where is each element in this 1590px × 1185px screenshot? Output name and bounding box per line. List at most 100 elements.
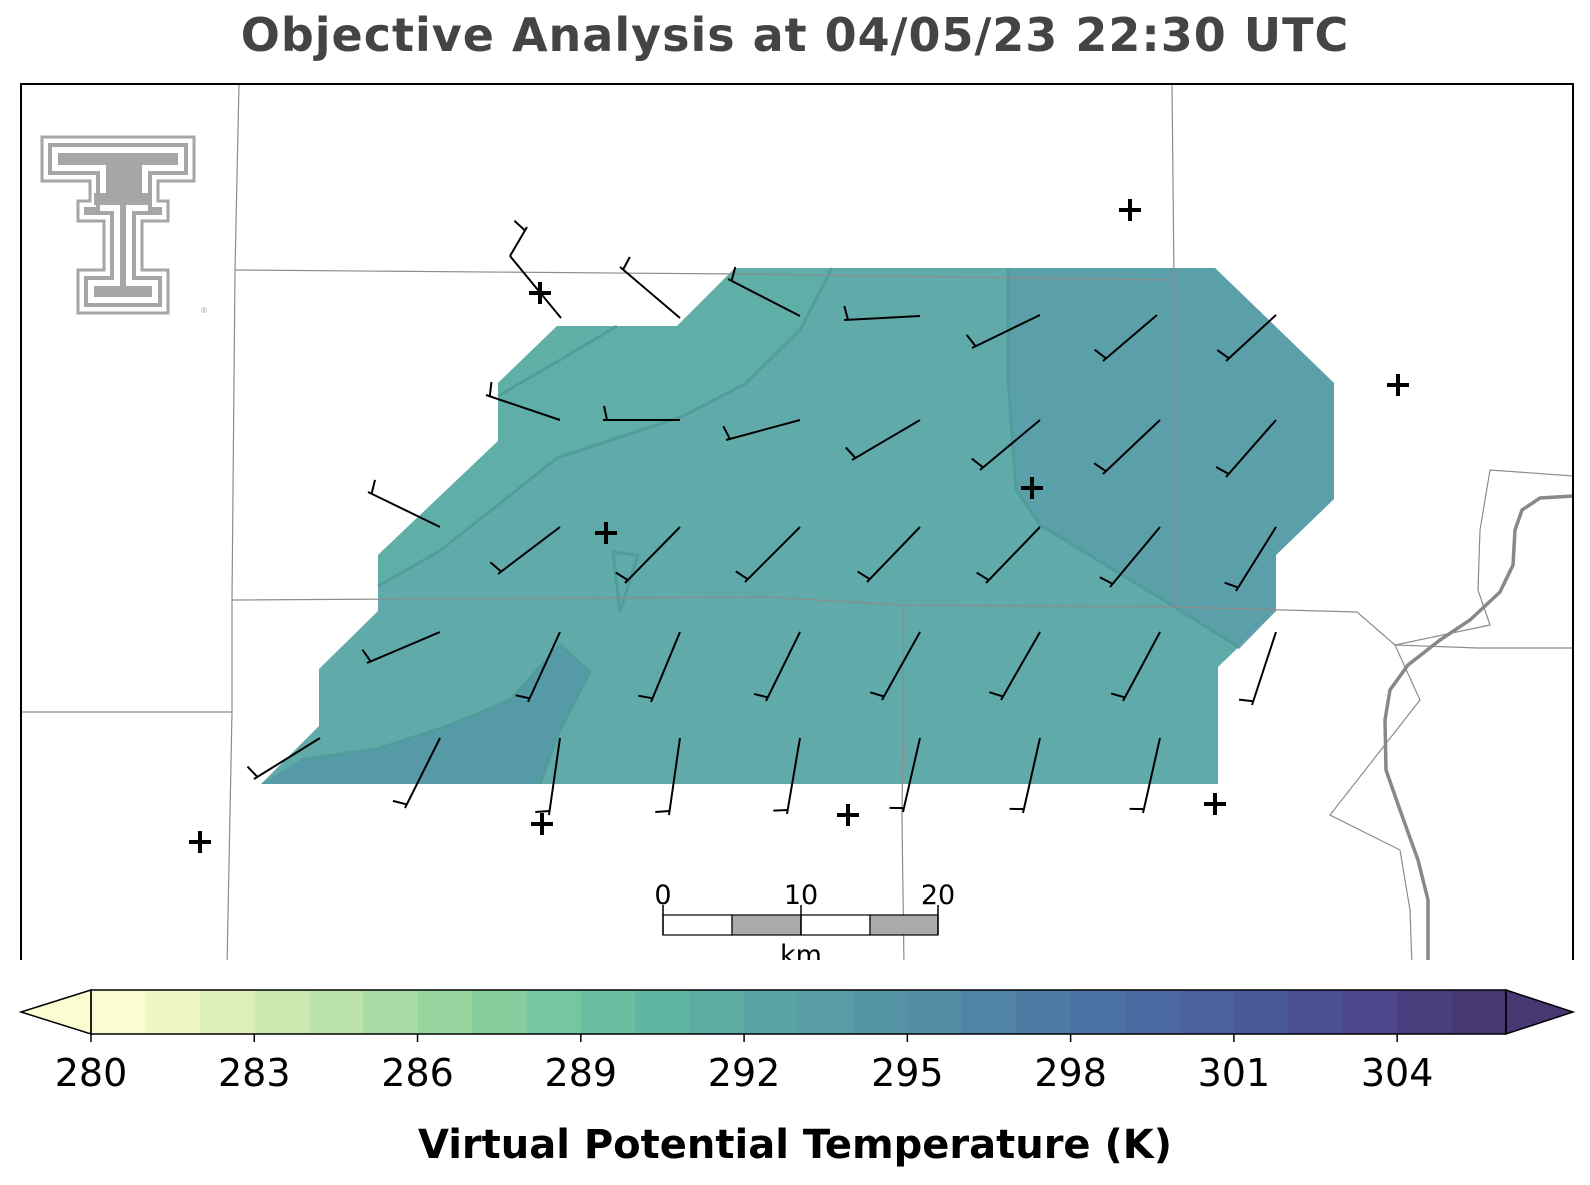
wind-barb-staff: [650, 631, 681, 703]
wind-barb-flag: [655, 810, 670, 814]
wind-barb-flag: [615, 571, 629, 581]
texas-tech-double-t-logo: ®: [40, 135, 208, 315]
colorbar-cell: [363, 990, 419, 1034]
colorbar-cell: [308, 990, 364, 1034]
wind-barb-staff: [744, 526, 801, 583]
wind-barb-staff: [979, 419, 1041, 471]
wind-barb-flag: [843, 305, 849, 321]
colorbar-cell: [1125, 990, 1181, 1034]
svg-text:®: ®: [200, 306, 208, 315]
analysis-field-warm-region: [1008, 268, 1334, 648]
colorbar-tick-label: 289: [545, 1051, 618, 1095]
wind-barb-flag: [392, 799, 408, 806]
colorbar-extend-high: [1505, 988, 1576, 1036]
scale-tick-label: 10: [784, 880, 818, 911]
colorbar-cell: [907, 990, 963, 1034]
wind-barb-staff: [765, 631, 801, 702]
wind-barb-staff: [725, 419, 801, 441]
analysis-field-cool-region-2: [378, 268, 832, 586]
wind-barbs: [246, 220, 1277, 816]
wind-barb-flag: [989, 691, 1004, 698]
wind-barb-flag: [857, 570, 871, 580]
wind-barb-flag: [976, 571, 990, 581]
wind-barb-staff: [1102, 314, 1158, 362]
colorbar-extend-low: [18, 988, 92, 1036]
colorbar-cell: [145, 990, 201, 1034]
wind-barb-staff: [1122, 631, 1161, 702]
scale-unit-label: km: [780, 940, 822, 960]
county-border: [1329, 644, 1421, 960]
colorbar-cell: [852, 990, 908, 1034]
colorbar-tick-label: 292: [708, 1051, 781, 1095]
wind-barb-staff: [866, 526, 921, 583]
wind-barb-staff: [971, 314, 1041, 349]
colorbar-cell: [1070, 990, 1126, 1034]
map-frame: [20, 83, 1574, 960]
wind-barb-staff: [1102, 419, 1161, 475]
county-border: [231, 596, 1175, 608]
contour-line: [299, 642, 592, 785]
colorbar-cell: [417, 990, 473, 1034]
scale-tick-label: 0: [654, 880, 671, 911]
colorbar-cell: [580, 990, 636, 1034]
wind-barb-staff: [253, 737, 321, 780]
wind-barb-staff: [624, 526, 681, 584]
contour-line: [1006, 268, 1241, 650]
colorbar-cell: [199, 990, 255, 1034]
colorbar-cell: [526, 990, 582, 1034]
colorbar-cell: [798, 990, 854, 1034]
county-border: [234, 269, 1173, 281]
wind-barb-staff: [985, 526, 1041, 584]
wind-barb-staff: [497, 526, 561, 575]
wind-barb-staff: [548, 737, 561, 816]
wind-barb-flag: [1215, 466, 1230, 475]
colorbar-tick-label: 280: [55, 1051, 128, 1095]
wind-barb-staff: [1251, 631, 1277, 706]
colorbar-cell: [1451, 990, 1507, 1034]
wind-barb-flag: [845, 446, 857, 459]
wind-barb-staff: [404, 737, 441, 809]
wind-barb-staff: [668, 737, 681, 816]
county-border: [1394, 469, 1573, 646]
colorbar-tick-label: 295: [871, 1051, 944, 1095]
wind-barb-flag: [488, 381, 493, 397]
scale-tick-label: 20: [921, 880, 955, 911]
wind-barb-staff: [1225, 419, 1277, 478]
wind-barb-staff: [366, 631, 441, 664]
colorbar-cell: [744, 990, 800, 1034]
colorbar-tick-label: 286: [381, 1051, 454, 1095]
wind-barb-staff: [843, 315, 921, 321]
wind-barb-flag: [1110, 692, 1126, 699]
wind-barb-flag: [869, 691, 885, 698]
analysis-field-warm-tongue: [261, 645, 590, 784]
colorbar-cell: [1342, 990, 1398, 1034]
wind-barb-flag: [1093, 462, 1107, 473]
wind-barb-staff: [619, 266, 681, 319]
wind-barb-staff: [727, 278, 801, 317]
wind-barb-flag: [361, 649, 372, 663]
station-markers: [189, 199, 1409, 853]
wind-barb-staff: [1022, 737, 1041, 814]
colorbar-label: Virtual Potential Temperature (K): [417, 1122, 1173, 1168]
wind-barb-flag: [735, 570, 749, 581]
wind-barb-flag: [730, 266, 737, 282]
wind-barb-flag: [965, 334, 977, 347]
colorbar-cell: [689, 990, 745, 1034]
wind-barb-staff: [367, 491, 441, 528]
colorbar-cell: [1288, 990, 1344, 1034]
wind-barb-flag: [489, 561, 502, 573]
colorbar-tick-label: 283: [218, 1051, 291, 1095]
colorbar-tick-label: 301: [1198, 1051, 1271, 1095]
colorbar-tick-label: 298: [1034, 1051, 1107, 1095]
wind-barb-flag: [971, 457, 984, 469]
colorbar-cell: [471, 990, 527, 1034]
colorbar-cell: [1397, 990, 1453, 1034]
colorbar-cell: [1233, 990, 1289, 1034]
colorbar-tick-label: 304: [1361, 1051, 1434, 1095]
map-panel: ® 0 10 20 km: [20, 83, 1574, 960]
wind-barb-staff: [1142, 737, 1161, 814]
river-boundary: [1383, 494, 1573, 960]
wind-barb-staff: [527, 631, 561, 703]
wind-barb-flag: [773, 809, 788, 812]
wind-barb-flag: [1216, 349, 1230, 360]
